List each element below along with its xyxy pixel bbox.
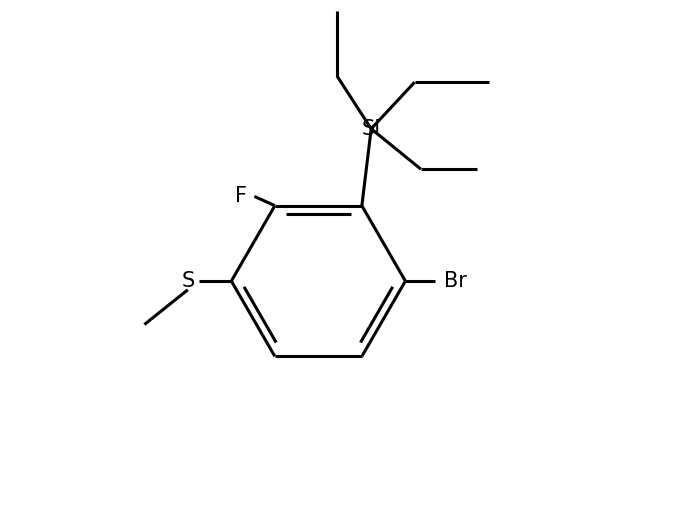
Text: F: F — [235, 186, 247, 207]
Text: Br: Br — [443, 271, 466, 291]
Text: S: S — [181, 271, 195, 291]
Text: Si: Si — [362, 119, 381, 139]
